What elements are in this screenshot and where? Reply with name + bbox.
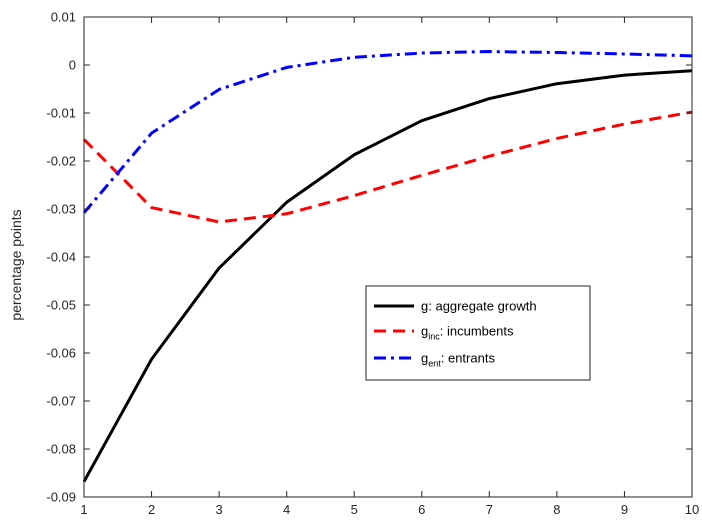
plot-background	[84, 17, 692, 497]
x-tick-label: 8	[553, 502, 560, 517]
x-tick-label: 1	[80, 502, 87, 517]
x-tick-label: 7	[486, 502, 493, 517]
series-line-3	[82, 50, 693, 214]
legend-label-2: ginc: incumbents	[421, 324, 514, 342]
y-axis-label: percentage points	[8, 209, 24, 320]
y-tick-label: -0.09	[46, 490, 76, 505]
series-layer	[82, 50, 693, 483]
y-tick-label: -0.03	[46, 202, 76, 217]
series-line-1	[82, 69, 693, 483]
plot-area	[84, 17, 692, 497]
legend-label-1: g: aggregate growth	[421, 299, 537, 314]
x-tick-label: 5	[351, 502, 358, 517]
y-tick-label: -0.04	[46, 250, 76, 265]
y-tick-label: -0.02	[46, 154, 76, 169]
x-tick-label: 3	[215, 502, 222, 517]
x-tick-label: 2	[148, 502, 155, 517]
y-tick-label: -0.01	[46, 106, 76, 121]
y-tick-label: -0.05	[46, 298, 76, 313]
y-tick-label: -0.07	[46, 394, 76, 409]
legend-label-3: gent: entrants	[421, 351, 495, 369]
y-tick-label: -0.08	[46, 442, 76, 457]
y-tick-label: -0.06	[46, 346, 76, 361]
x-tick-label: 10	[685, 502, 699, 517]
x-tick-label: 4	[283, 502, 290, 517]
legend: g: aggregate growth ginc: incumbents gent:…	[365, 285, 591, 381]
axes-layer: 1 2 3 4 5 6 7 8 9 10 0.01 0 -0.01 -0.02 -0.03 -0.04 -0.0…	[46, 10, 699, 518]
y-tick-label: 0	[69, 58, 76, 73]
x-tick-label: 9	[621, 502, 628, 517]
x-tick-label: 6	[418, 502, 425, 517]
y-tick-label: 0.01	[51, 10, 76, 25]
legend-box	[365, 285, 591, 381]
